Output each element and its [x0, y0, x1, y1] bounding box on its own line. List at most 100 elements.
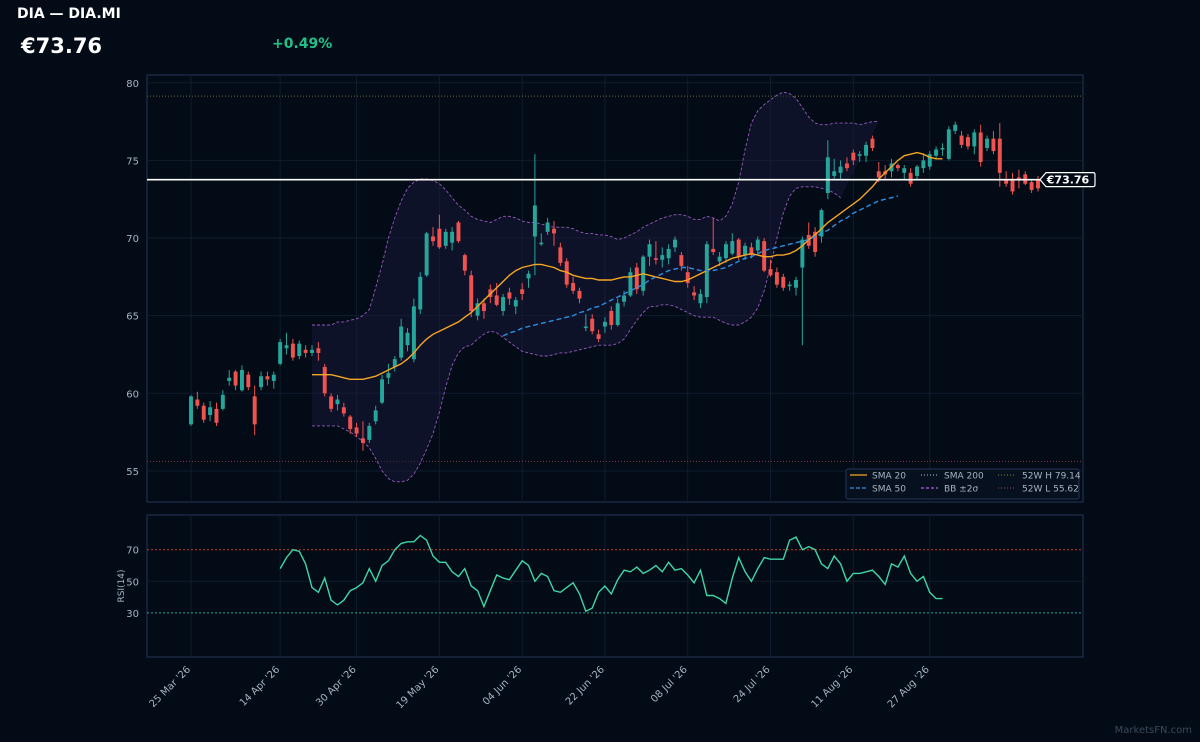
candle-body [985, 138, 990, 148]
candle-body [768, 269, 773, 276]
candle-body [844, 163, 849, 169]
candle-body [908, 172, 913, 184]
candle-body [940, 147, 945, 150]
candle-body [571, 283, 576, 291]
candle-body [634, 267, 639, 290]
candle-body [577, 290, 582, 299]
candle-body [628, 272, 633, 296]
candle-body [501, 297, 506, 312]
sma20-line [312, 151, 943, 380]
candle-body [800, 239, 805, 268]
candle-body [214, 408, 219, 423]
date-tick-label: 08 Jul '26 [649, 664, 690, 705]
date-tick-label: 24 Jul '26 [732, 664, 773, 705]
moving-averages-layer [312, 151, 943, 380]
bollinger-upper-line [312, 91, 879, 326]
candle-body [233, 371, 238, 386]
candle-body [615, 303, 620, 325]
last-price-tag [1039, 172, 1096, 188]
candle-body [666, 248, 671, 259]
candle-body [1036, 179, 1040, 189]
rsi-axis-label: RSI(14) [117, 569, 127, 602]
candle-body [653, 258, 658, 260]
candle-body [271, 374, 276, 381]
price-tick-label: 80 [126, 79, 139, 90]
candle-body [462, 255, 467, 271]
date-tick-label: 22 Jun '26 [564, 664, 607, 707]
candle-body [227, 377, 232, 381]
candle-body [539, 242, 544, 245]
candle-body [692, 292, 697, 296]
legend-layer: SMA 20 SMA 50 SMA 200 BB ±2σ 52W H 79.14 52W … [845, 468, 1081, 500]
price-panel-frame [146, 74, 1084, 503]
candle-body [392, 359, 397, 367]
candle-body [450, 231, 455, 243]
bollinger-lower-line [312, 186, 841, 483]
candle-body [934, 149, 939, 156]
rsi-tick-label: 70 [126, 546, 139, 557]
candle-body [367, 425, 372, 440]
candle-body [590, 318, 595, 332]
candle-body [781, 276, 786, 288]
candle-body [813, 231, 818, 253]
candle-body [965, 137, 970, 147]
candle-body [749, 247, 754, 256]
candle-body [303, 349, 308, 353]
candle-body [443, 231, 448, 246]
candle-body [418, 276, 423, 310]
price-tick-label: 70 [126, 234, 139, 245]
candle-body [278, 342, 283, 364]
candle-body [469, 275, 474, 312]
price-tick-label: 75 [126, 156, 139, 167]
candle-body [1029, 182, 1034, 190]
candle-body [329, 396, 334, 409]
rsi-layer [147, 534, 1083, 614]
candle-body [513, 300, 518, 307]
candle-body [348, 416, 353, 430]
candle-body [832, 171, 837, 176]
date-tick-label: 25 Mar '26 [148, 664, 194, 710]
rsi-tick-label: 50 [126, 577, 139, 588]
date-tick-label: 11 Aug '26 [809, 664, 855, 710]
candle-body [838, 166, 843, 173]
price-tick-label: 60 [126, 389, 139, 400]
candle-body [507, 292, 512, 299]
candle-body [946, 129, 951, 159]
candle-body [526, 273, 531, 279]
legend-label: 52W L 55.62 [1022, 485, 1079, 495]
candle-body [698, 293, 703, 304]
candle-body [609, 311, 614, 325]
candle-body [246, 374, 251, 388]
candle-body [335, 399, 340, 405]
candle-body [673, 239, 677, 248]
candle-body [736, 239, 741, 257]
candle-body [794, 279, 798, 288]
background-layer [146, 74, 1084, 658]
date-tick-label: 04 Jun '26 [481, 664, 524, 707]
bollinger-band-fill [312, 92, 879, 482]
candle-body [583, 326, 588, 329]
candle-body [322, 366, 327, 394]
date-tick-label: 27 Aug '26 [886, 664, 932, 710]
candle-body [876, 171, 881, 178]
date-tick-label: 30 Apr '26 [314, 664, 358, 708]
candle-body [310, 349, 314, 353]
legend-box [845, 468, 1080, 500]
candle-body [679, 255, 684, 266]
candle-body [360, 438, 365, 443]
candle-body [316, 348, 321, 353]
candle-body [284, 345, 289, 349]
watermark: MarketsFN.com [1114, 725, 1192, 736]
price-change: +0.49% [272, 36, 333, 52]
candle-body [1004, 179, 1009, 184]
page-title: DIA — DIA.MI [17, 6, 121, 22]
candle-body [481, 303, 486, 312]
candle-body [386, 373, 391, 378]
candle-body [220, 394, 225, 409]
candle-body [373, 410, 378, 422]
candle-body [252, 396, 257, 425]
bollinger-layer [312, 91, 879, 483]
candle-body [723, 244, 728, 259]
candle-body [895, 165, 900, 169]
candle-body [819, 210, 824, 237]
